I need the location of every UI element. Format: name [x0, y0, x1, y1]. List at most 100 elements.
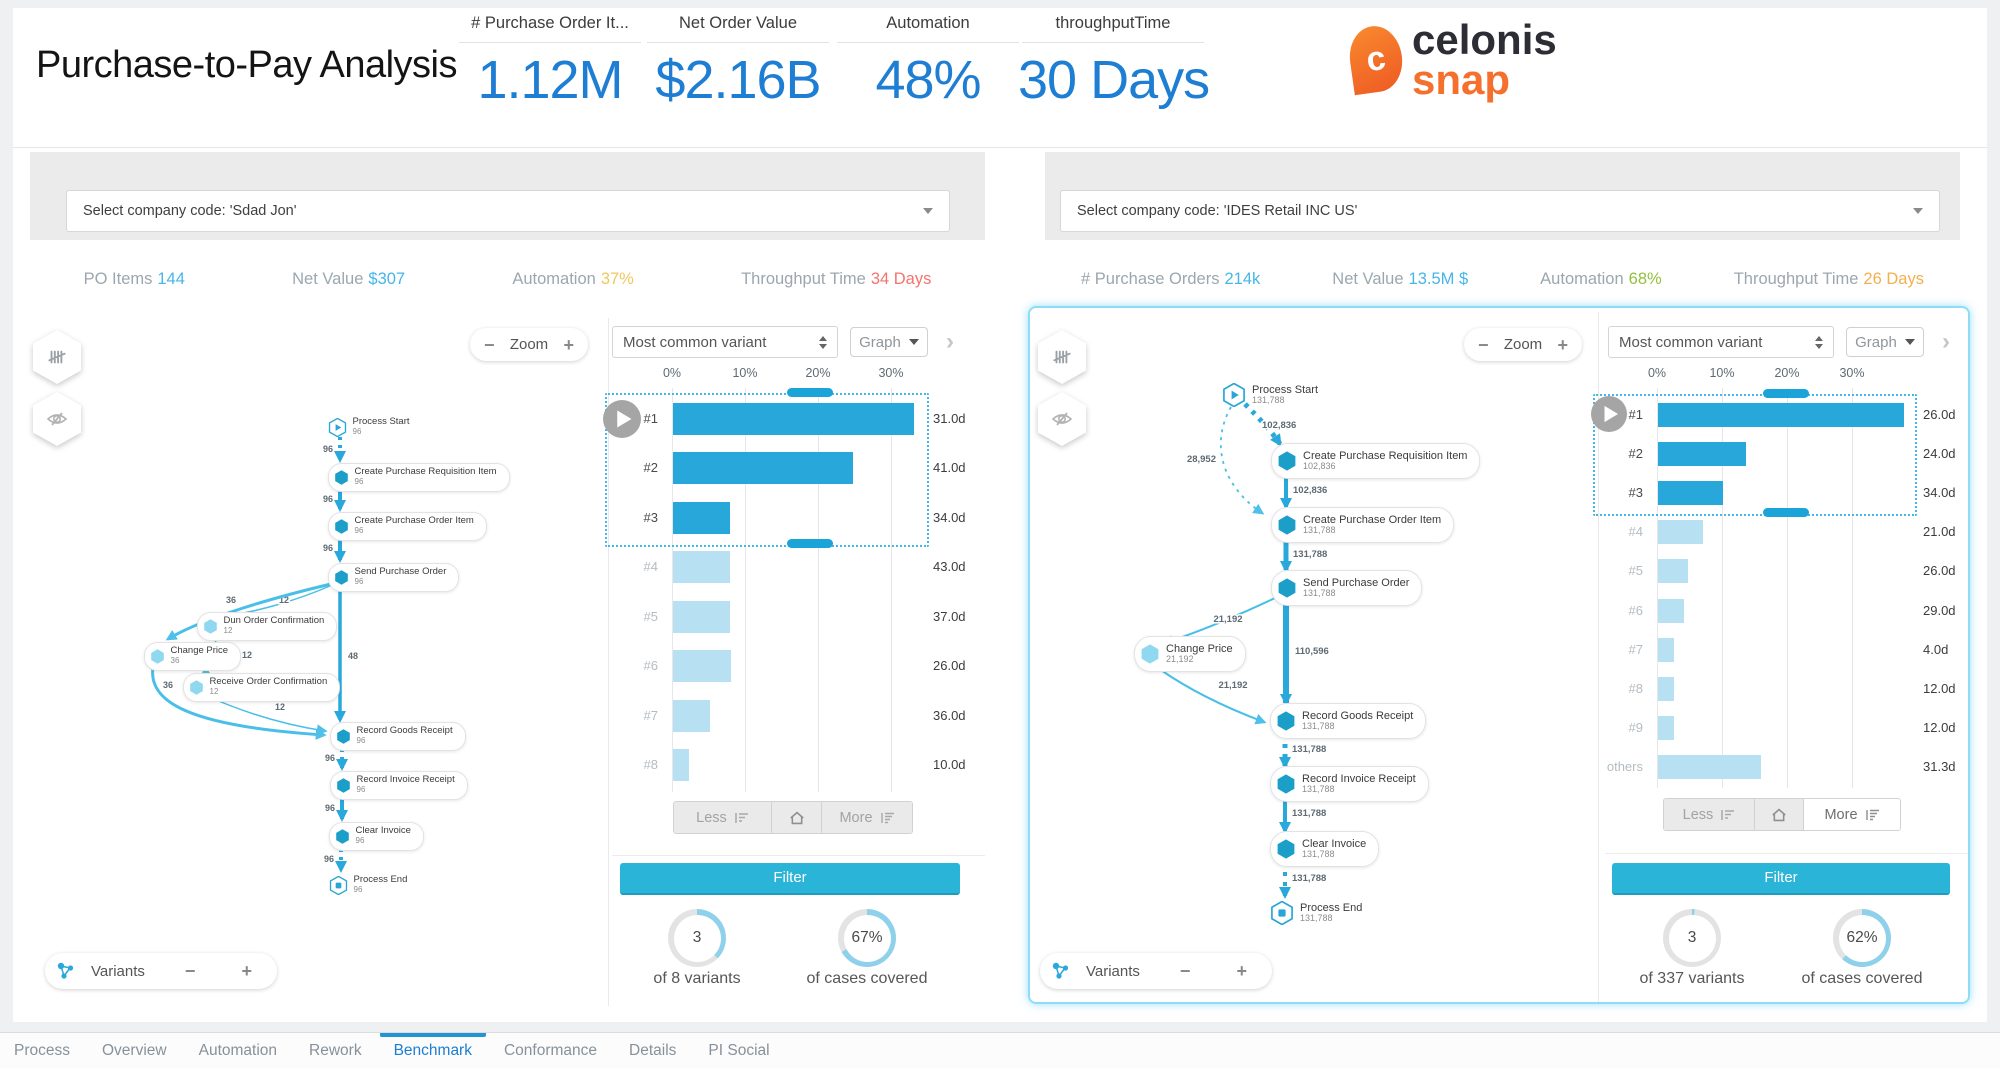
activity-hexagon-icon [334, 518, 348, 534]
process-node-dun[interactable]: Dun Order Confirmation 12 [196, 611, 338, 641]
bars-descending-icon [1721, 809, 1735, 820]
variant-bar[interactable] [1658, 598, 1684, 623]
activity-hexagon-icon [189, 679, 203, 695]
company-select-left[interactable]: Select company code: 'Sdad Jon' [66, 190, 950, 232]
company-select-right[interactable]: Select company code: 'IDES Retail INC US… [1060, 190, 1940, 232]
play-button[interactable] [603, 400, 641, 438]
process-node-start[interactable]: Process Start 131,788 [1222, 378, 1318, 412]
home-button[interactable] [1755, 799, 1804, 830]
tab-conformance[interactable]: Conformance [503, 1041, 598, 1059]
process-node-rir[interactable]: Record Invoice Receipt 131,788 [1270, 766, 1429, 802]
node-count: 102,836 [1303, 461, 1336, 472]
variant-bar[interactable] [673, 749, 690, 782]
variant-bar[interactable] [1658, 677, 1675, 701]
variant-bar[interactable] [1658, 559, 1688, 584]
variant-select-right[interactable]: Most common variant [1608, 326, 1834, 358]
variant-bar[interactable] [1658, 441, 1746, 466]
variant-bar[interactable] [1658, 481, 1723, 505]
hide-activities-button[interactable] [33, 392, 81, 446]
process-node-spo[interactable]: Send Purchase Order 96 [327, 562, 460, 592]
chevron-right-icon[interactable]: › [946, 328, 954, 355]
process-node-cpri[interactable]: Create Purchase Requisition Item 102,836 [1271, 443, 1481, 479]
process-node-spo[interactable]: Send Purchase Order 131,788 [1271, 570, 1423, 606]
variant-bar[interactable] [673, 551, 730, 584]
zoom-in-icon[interactable]: + [1557, 334, 1568, 355]
selection-handle-bottom[interactable] [787, 539, 833, 548]
tab-pi-social[interactable]: PI Social [708, 1041, 770, 1059]
tab-details[interactable]: Details [629, 1041, 677, 1059]
minus-icon[interactable]: − [1179, 961, 1191, 981]
variant-row-label: #5 [1628, 563, 1643, 579]
process-node-start[interactable]: Process Start 96 [328, 414, 410, 441]
variant-bar[interactable] [673, 600, 730, 633]
throughput-day-label: 12.0d [1923, 681, 1956, 696]
variant-row-label: #2 [1628, 445, 1643, 461]
variant-bar[interactable] [673, 452, 854, 485]
home-button[interactable] [772, 802, 822, 833]
tab-benchmark[interactable]: Benchmark [379, 1033, 487, 1068]
node-count: 131,788 [1302, 721, 1335, 732]
minus-icon[interactable]: − [184, 961, 196, 981]
activity-hexagon-icon [1277, 774, 1295, 794]
process-node-rgr[interactable]: Record Goods Receipt 131,788 [1270, 703, 1427, 739]
process-node-cp[interactable]: Change Price 36 [143, 641, 242, 671]
hide-activities-button[interactable] [1038, 392, 1086, 446]
plus-icon[interactable]: + [1236, 961, 1247, 981]
plus-icon[interactable]: + [241, 961, 252, 981]
zoom-out-icon[interactable]: − [484, 334, 495, 355]
process-node-rgr[interactable]: Record Goods Receipt 96 [329, 721, 466, 751]
throughput-day-label: 26.0d [1923, 406, 1956, 422]
selection-handle-top[interactable] [1763, 389, 1809, 398]
variant-bar[interactable] [1658, 520, 1703, 545]
tab-rework[interactable]: Rework [309, 1041, 362, 1059]
frequency-toggle-button[interactable] [1038, 330, 1086, 384]
variant-bar[interactable] [673, 402, 914, 435]
variant-row-label: #8 [643, 757, 658, 773]
variant-select-left[interactable]: Most common variant [612, 326, 838, 358]
process-node-ci[interactable]: Clear Invoice 131,788 [1270, 831, 1380, 867]
process-node-roc[interactable]: Receive Order Confirmation 12 [182, 672, 341, 702]
variant-bar[interactable] [1658, 716, 1675, 741]
frequency-toggle-button[interactable] [33, 330, 81, 384]
less-variants-button[interactable]: Less [674, 802, 772, 833]
tab-automation[interactable]: Automation [198, 1041, 278, 1059]
play-button[interactable] [1591, 396, 1627, 432]
tab-overview[interactable]: Overview [102, 1041, 167, 1059]
node-count: 131,788 [1302, 784, 1335, 795]
zoom-in-icon[interactable]: + [563, 334, 574, 355]
variant-bar[interactable] [673, 699, 711, 732]
more-variants-button[interactable]: More [822, 802, 912, 833]
filter-button-right[interactable]: Filter [1612, 863, 1950, 895]
graph-mode-button-right[interactable]: Graph [1846, 327, 1924, 357]
variant-selection-rect[interactable] [605, 393, 929, 547]
process-node-cpoi[interactable]: Create Purchase Order Item 131,788 [1271, 507, 1455, 543]
variant-select-value: Most common variant [623, 333, 767, 351]
variant-bar[interactable] [1658, 402, 1904, 427]
kpi-value: 1.12M [477, 50, 623, 110]
variant-bar[interactable] [1658, 637, 1675, 662]
process-node-rir[interactable]: Record Invoice Receipt 96 [329, 770, 468, 800]
node-count: 96 [352, 426, 362, 436]
selection-handle-bottom[interactable] [1763, 508, 1809, 517]
process-node-cp[interactable]: Change Price 21,192 [1134, 636, 1246, 672]
selection-handle-top[interactable] [787, 388, 833, 397]
variant-selection-rect[interactable] [1593, 394, 1917, 516]
zoom-out-icon[interactable]: − [1478, 334, 1489, 355]
less-variants-button[interactable]: Less [1664, 799, 1755, 830]
variant-bar[interactable] [673, 501, 730, 534]
process-node-cpri[interactable]: Create Purchase Requisition Item 96 [327, 462, 510, 492]
variant-bar[interactable] [1658, 755, 1761, 780]
mini-kpi-row-left: PO Items 144 Net Value $307 Automation 37% … [30, 262, 985, 296]
process-node-pe[interactable]: Process End 96 [329, 872, 407, 899]
chevron-right-icon[interactable]: › [1942, 328, 1950, 355]
process-node-ci[interactable]: Clear Invoice 96 [328, 821, 424, 851]
variant-bar[interactable] [673, 650, 731, 683]
graph-mode-button-left[interactable]: Graph [850, 327, 928, 357]
tab-process[interactable]: Process [14, 1041, 70, 1059]
kpi-net-order-value: Net Order Value $2.16B [643, 14, 833, 111]
process-node-cpoi[interactable]: Create Purchase Order Item 96 [327, 511, 487, 541]
filter-button-left[interactable]: Filter [620, 863, 960, 895]
kpi-rule [459, 42, 641, 43]
process-node-pe[interactable]: Process End 131,788 [1270, 896, 1362, 930]
more-variants-button[interactable]: More [1804, 799, 1900, 830]
